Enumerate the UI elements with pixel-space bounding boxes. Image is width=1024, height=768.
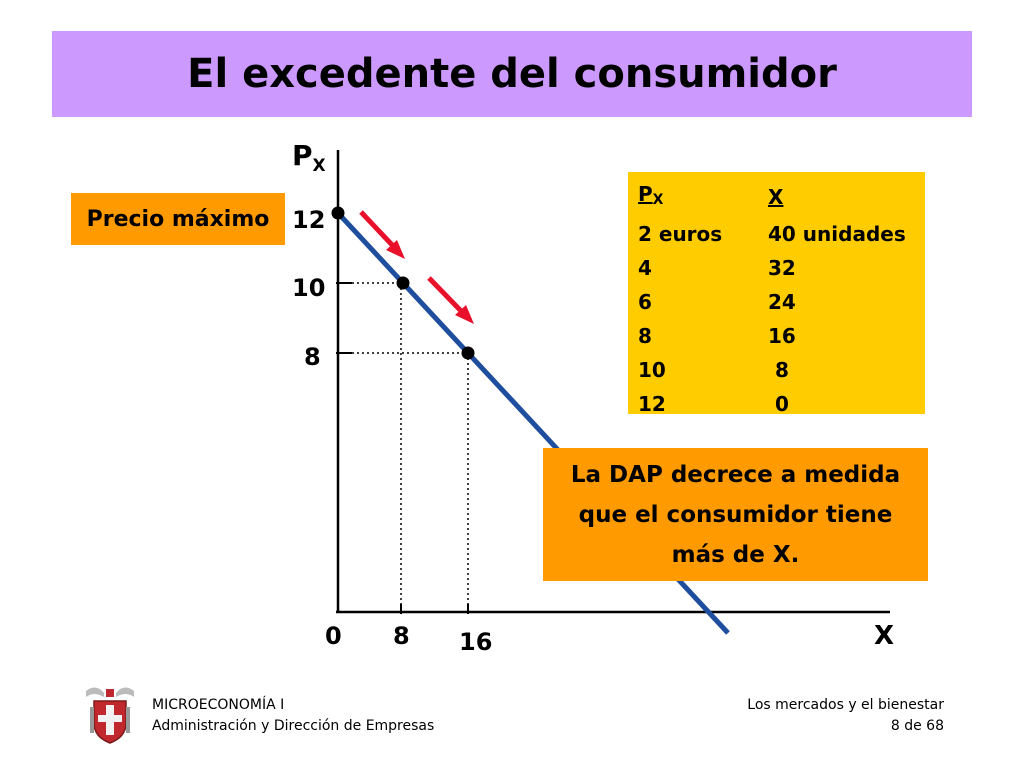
table-row: 10 8	[638, 353, 918, 387]
table-cell-quantity: 8	[768, 358, 789, 382]
table-cell-price: 4	[638, 256, 652, 280]
table-cell-price: 12	[638, 392, 666, 416]
table-cell-quantity: 0	[768, 392, 789, 416]
footer-course: MICROECONOMÍA I	[152, 697, 285, 713]
table-cell-quantity: 40 unidades	[768, 222, 906, 246]
demand-schedule-table: PX X 2 euros 40 unidades 4 32 6 24 8 16 …	[638, 177, 918, 421]
page-title: El excedente del consumidor	[187, 51, 837, 97]
footer-right: Los mercados y el bienestar 8 de 68	[747, 695, 944, 737]
footer-page-number: 8 de 68	[890, 718, 944, 734]
table-cell-quantity: 24	[768, 290, 796, 314]
table-cell-quantity: 16	[768, 324, 796, 348]
footer-left: MICROECONOMÍA I Administración y Direcci…	[152, 695, 434, 737]
arrow-1	[359, 210, 405, 259]
precio-maximo-label: Precio máximo	[71, 193, 285, 245]
footer-topic: Los mercados y el bienestar	[747, 697, 944, 713]
table-row: 2 euros 40 unidades	[638, 217, 918, 251]
table-row: 6 24	[638, 285, 918, 319]
price-quantity-table: PX X 2 euros 40 unidades 4 32 6 24 8 16 …	[628, 172, 925, 416]
title-bar: El excedente del consumidor	[52, 31, 972, 117]
arrow-2	[427, 276, 474, 324]
footer-program: Administración y Dirección de Empresas	[152, 718, 435, 734]
table-cell-price: 8	[638, 324, 652, 348]
table-header-price: PX	[638, 182, 664, 208]
x-tick-label-8: 8	[393, 622, 410, 650]
table-row: 12 0	[638, 387, 918, 421]
table-cell-price: 2 euros	[638, 222, 723, 246]
table-header-row: PX X	[638, 177, 918, 217]
x-axis-label: X	[874, 621, 894, 651]
dap-line-3: más de X.	[671, 541, 800, 568]
y-tick-label-12: 12	[292, 206, 325, 234]
origin-label: 0	[325, 622, 342, 650]
point-price-10	[396, 276, 410, 290]
y-axis-label: PX	[292, 139, 326, 176]
dap-line-1: La DAP decrece a medida	[570, 461, 901, 488]
table-cell-price: 6	[638, 290, 652, 314]
table-cell-quantity: 32	[768, 256, 796, 280]
y-tick-label-10: 10	[292, 274, 325, 302]
table-cell-price: 10	[638, 358, 666, 382]
point-price-8	[461, 346, 475, 360]
dap-explanation-box: La DAP decrece a medida que el consumido…	[543, 448, 928, 581]
dap-line-2: que el consumidor tiene	[578, 501, 893, 528]
table-row: 4 32	[638, 251, 918, 285]
university-logo-icon	[86, 687, 134, 744]
x-tick-label-16: 16	[459, 628, 492, 656]
y-tick-label-8: 8	[304, 343, 321, 371]
point-price-12	[331, 206, 345, 220]
table-row: 8 16	[638, 319, 918, 353]
table-header-quantity: X	[768, 185, 784, 209]
